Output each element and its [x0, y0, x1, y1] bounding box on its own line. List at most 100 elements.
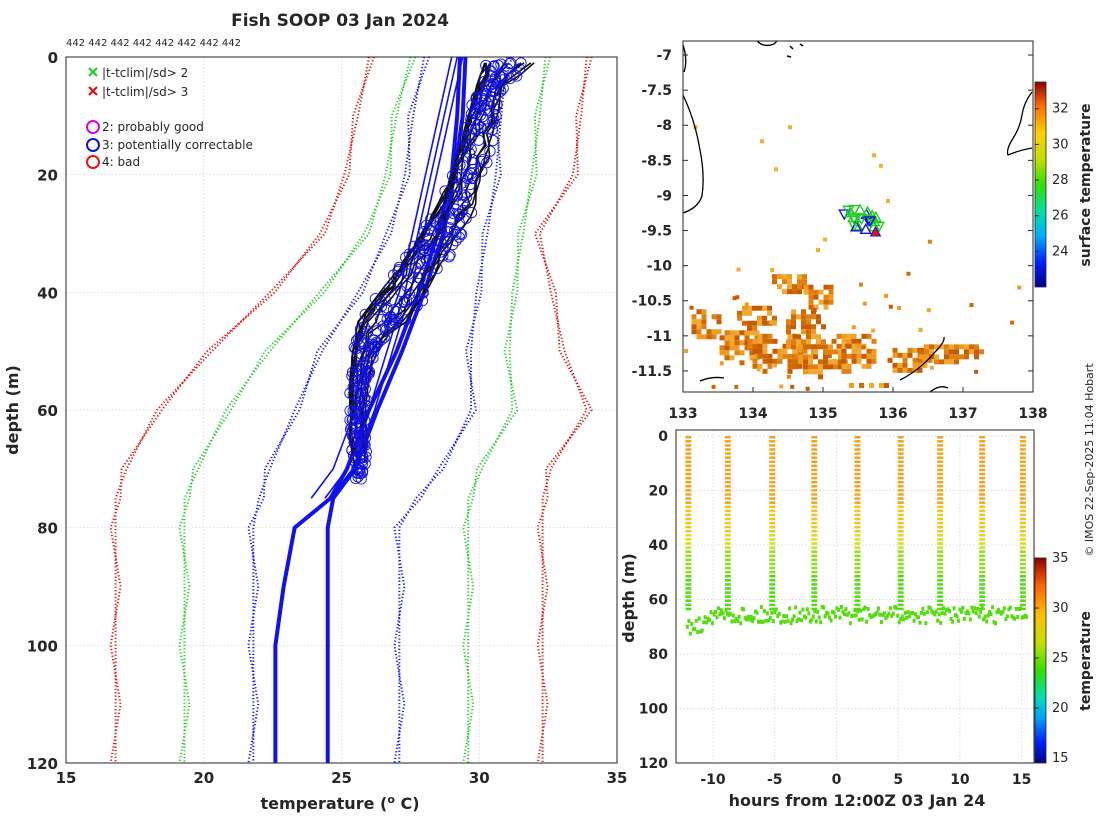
sst-pixel: [851, 358, 857, 364]
sst-pixel: [806, 319, 811, 325]
legend-flag3: 3: potentially correctable: [86, 138, 253, 152]
flag-3-marker: [484, 145, 496, 157]
profile-location-marker: [869, 226, 882, 237]
sst-pixel: [802, 348, 808, 354]
bottom-sample: [1014, 606, 1018, 611]
bottom-sample: [902, 617, 906, 622]
flag-3-marker: [490, 110, 502, 122]
sst-pixel: [757, 305, 762, 311]
sst-pixel: [821, 339, 826, 345]
legend-flag4: 4: bad: [86, 155, 140, 169]
sst-pixel: [816, 314, 821, 320]
bottom-sample: [687, 619, 691, 624]
sst-pixel: [792, 333, 798, 339]
bottom-sample: [860, 617, 864, 622]
cast-sample: [1019, 460, 1026, 464]
flag-3-marker: [478, 75, 491, 88]
sst-pixel: [816, 334, 821, 340]
cast-sample: [897, 521, 904, 525]
cast-sample: [937, 538, 944, 541]
cast-sample: [811, 501, 818, 504]
bottom-sample: [934, 609, 938, 614]
timeseries-x-label: hours from 12:00Z 03 Jan 24: [729, 791, 986, 810]
sst-pixel: [754, 330, 760, 336]
cast-sample: [769, 489, 776, 492]
cast-sample: [769, 505, 776, 508]
bottom-sample: [838, 615, 842, 620]
sst-pixel: [801, 309, 806, 315]
cast-sample: [979, 538, 986, 541]
sst-pixel: [782, 274, 787, 280]
cast-sample: [897, 599, 904, 602]
map-x-tick-label: 137: [948, 406, 977, 422]
cast-sample: [854, 456, 861, 459]
bottom-sample: [939, 620, 943, 625]
flag-3-marker: [472, 134, 485, 146]
cast-sample: [897, 546, 904, 549]
cast-sample: [897, 574, 904, 578]
coastline: [682, 94, 704, 214]
sst-pixel: [739, 360, 745, 366]
flag-3-marker: [487, 134, 499, 147]
sst-pixel: [724, 355, 730, 361]
bottom-sample: [734, 616, 738, 621]
sst-pixel: [833, 349, 838, 355]
flag-3-marker: [417, 243, 429, 256]
cast-sample: [685, 505, 692, 508]
map-y-tick-label: -10.5: [632, 294, 672, 310]
profile-location-marker: [863, 216, 877, 228]
sst-pixel: [828, 284, 834, 290]
bottom-sample: [859, 608, 863, 613]
bottom-sample: [718, 612, 722, 617]
sst-pixel: [924, 354, 929, 360]
flag-3-marker: [399, 314, 412, 326]
cast-sample: [811, 448, 818, 451]
bottom-sample: [703, 615, 707, 620]
cast-sample: [724, 525, 731, 529]
cast-sample: [811, 542, 818, 545]
map-tick-labels: 133 134 135 136 137 138 -7 -7.5 -8 -8.5 -9 -9.5 -10 -…: [632, 48, 1048, 422]
sst-pixel: [879, 382, 884, 388]
profile-legend: |t-tclim|/sd> 2 |t-tclim|/sd> 3 2: proba…: [86, 66, 253, 169]
ts-y-tick-label: 100: [639, 702, 668, 718]
cast-sample: [1019, 591, 1026, 594]
cast-sample: [724, 493, 731, 496]
cast-sample: [811, 513, 818, 517]
sst-pixel: [907, 352, 913, 358]
flag-3-marker: [489, 103, 501, 115]
flag-3-marker: [445, 213, 458, 225]
cast-sample: [854, 468, 861, 472]
cast-sample: [1019, 489, 1026, 492]
cast-sample: [685, 464, 692, 468]
cast-sample: [685, 521, 692, 525]
sst-pixel: [757, 333, 763, 339]
sst-pixel: [949, 349, 954, 355]
sst-pixel: [706, 329, 712, 335]
flag-3-marker: [488, 117, 500, 129]
sst-pixel: [919, 354, 924, 360]
profile-counts: 442 442 442 442 442 442 442 442: [66, 38, 241, 49]
cast-sample: [937, 530, 944, 533]
cast-sample: [854, 558, 861, 562]
cast-sample: [685, 493, 692, 496]
cast-sample: [854, 485, 861, 488]
cast-sample: [811, 546, 818, 549]
cast-sample: [979, 542, 986, 545]
sst-pixel: [917, 357, 923, 363]
sst-pixel: [851, 333, 857, 339]
cast-sample: [811, 521, 818, 525]
flag-3-marker: [400, 264, 412, 276]
cast-sample: [685, 468, 692, 472]
sst-pixel: [757, 338, 763, 344]
flag-3-marker: [356, 465, 369, 477]
sst-pixel: [744, 340, 750, 346]
flag-3-marker: [446, 170, 459, 182]
bottom-sample: [995, 610, 999, 615]
sst-pixel: [897, 352, 903, 358]
sst-pixel: [902, 367, 908, 373]
cast-sample: [897, 513, 904, 517]
cast-sample: [854, 583, 861, 586]
legend-flag2-label: 2: probably good: [102, 120, 204, 134]
cast-sample: [937, 456, 944, 459]
flag-3-marker: [351, 467, 364, 479]
